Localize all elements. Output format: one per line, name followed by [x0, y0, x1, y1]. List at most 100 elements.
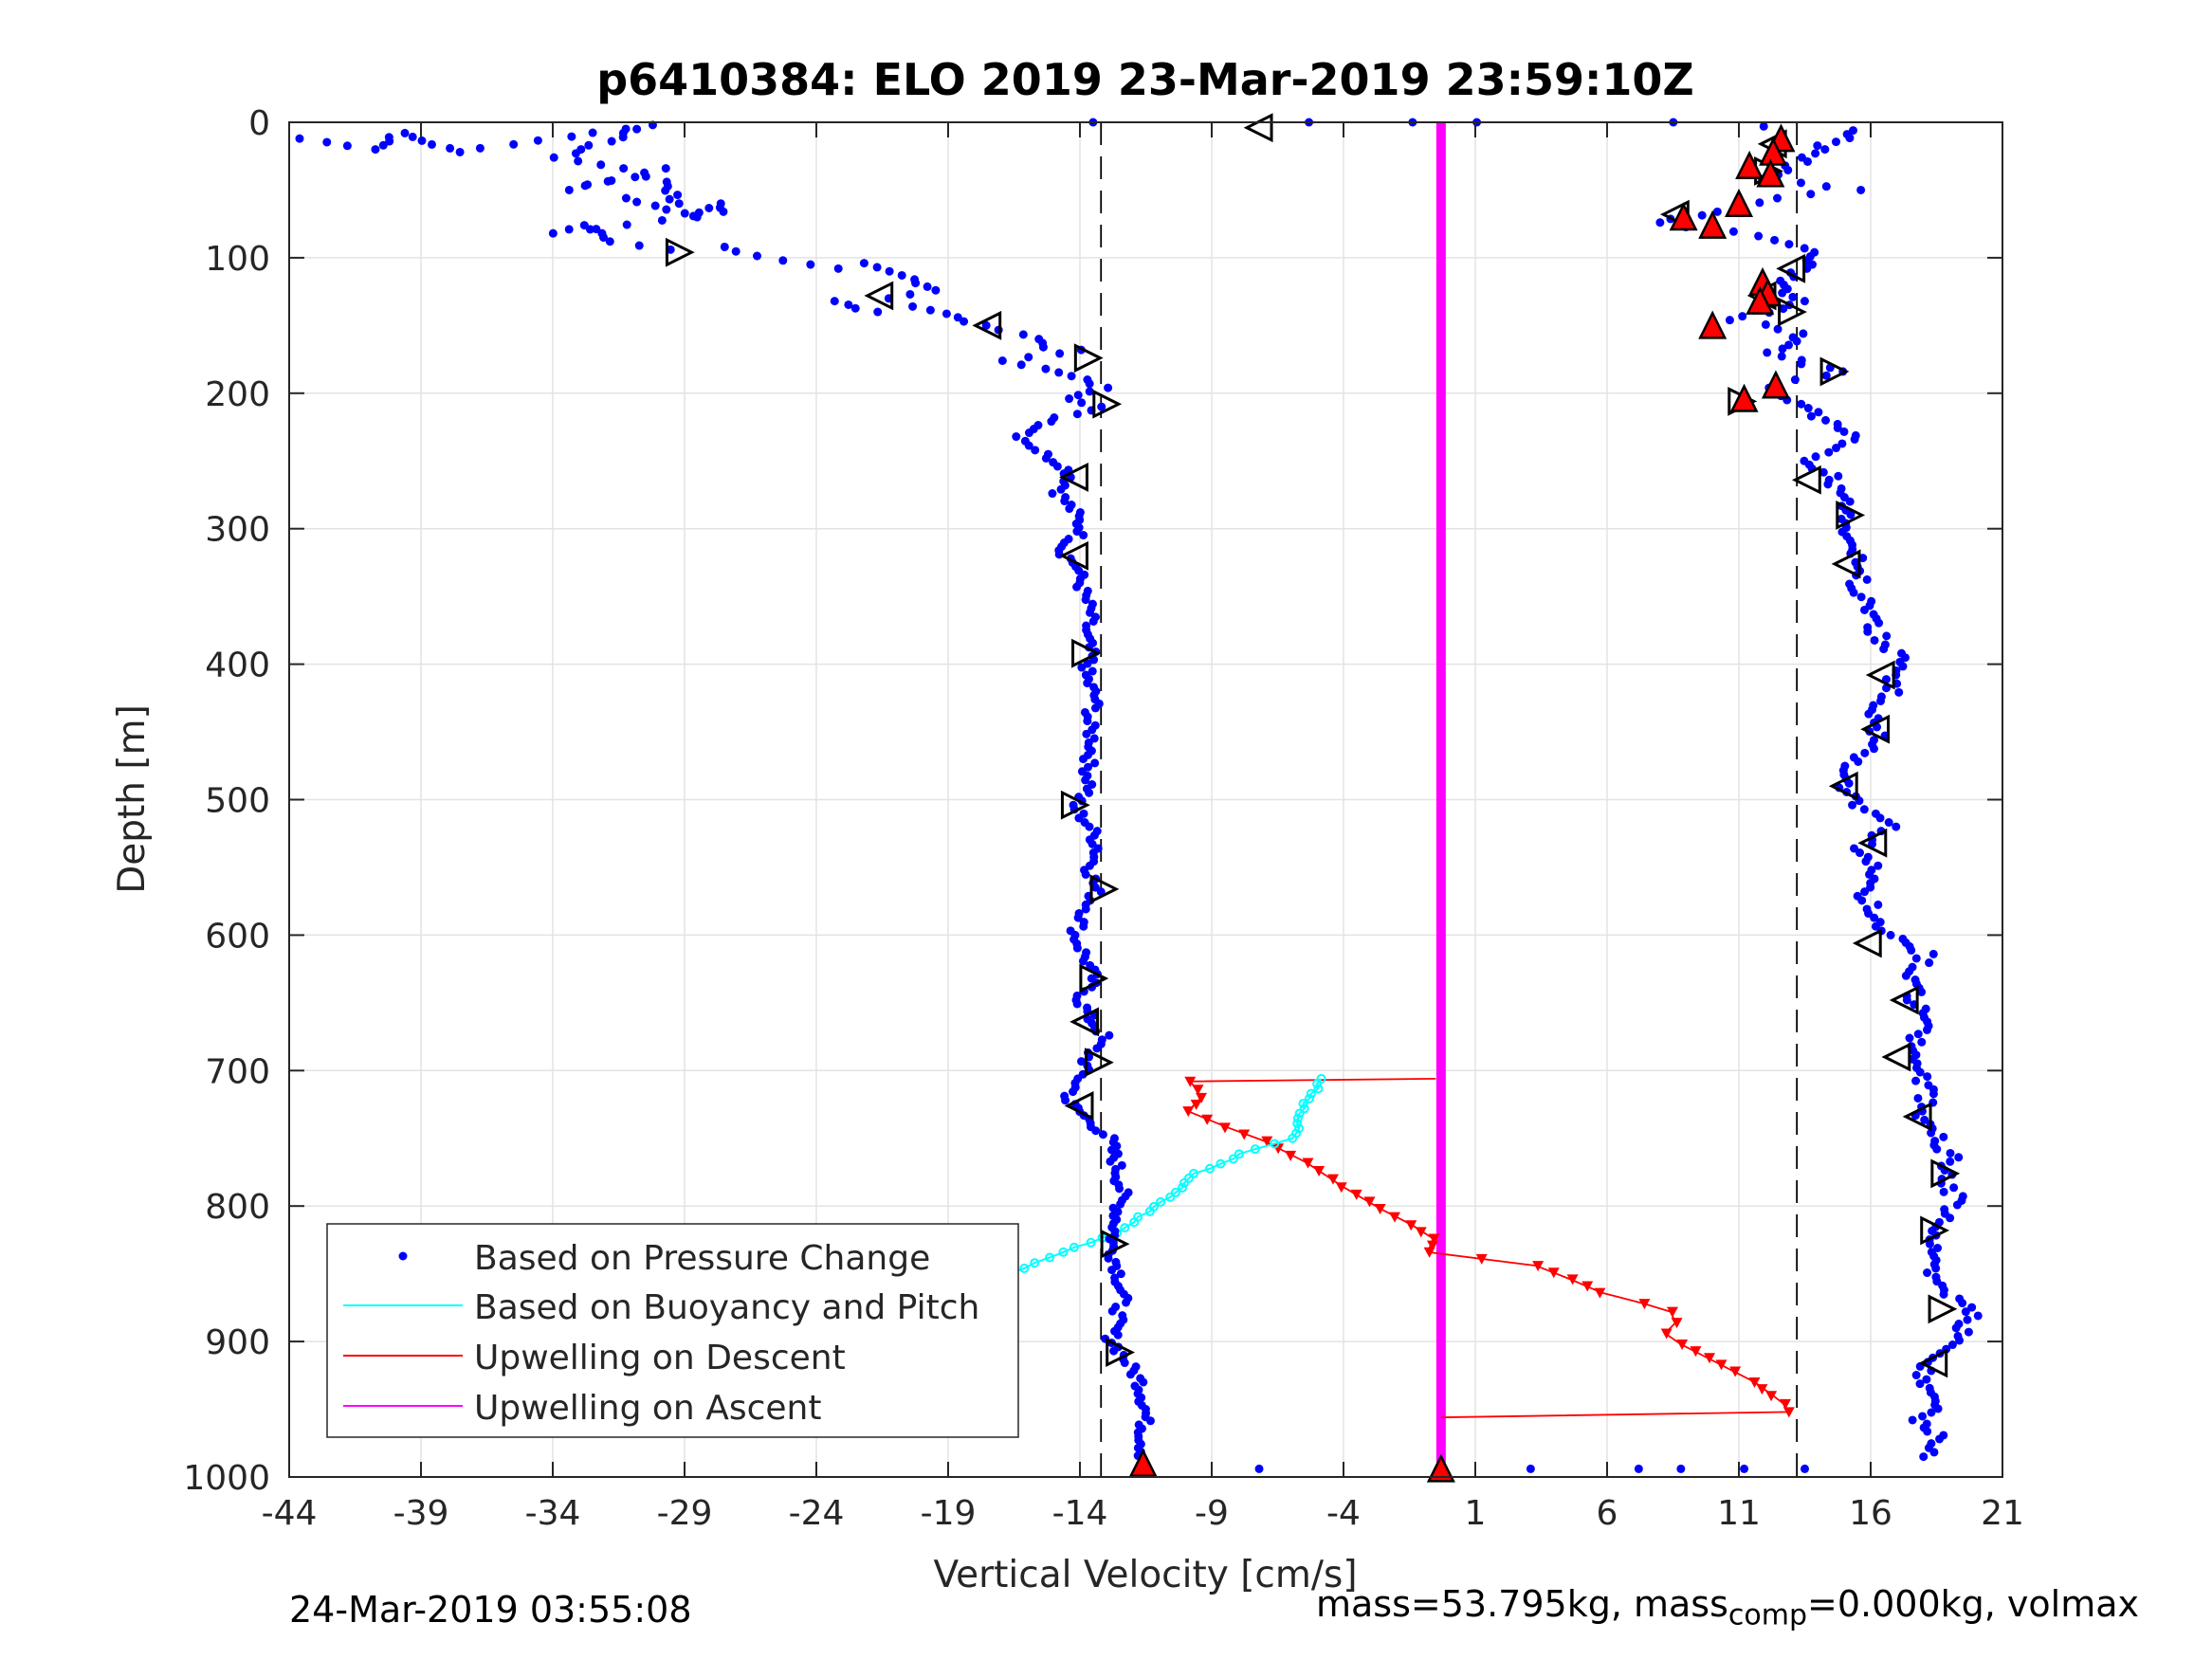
pressure-point	[1072, 527, 1082, 537]
red-triangle-marker	[1698, 210, 1728, 239]
x-axis-ticks: -44 -39 -34 -29 -24 -19 -14 -9 -4 1 6 11 16 21	[262, 122, 2024, 1533]
descent-point	[1428, 1233, 1440, 1245]
pressure-point	[1810, 247, 1819, 257]
descent-point	[1566, 1274, 1579, 1285]
pressure-point	[1060, 497, 1069, 506]
open-triangle-marker	[1902, 1102, 1932, 1132]
pressure-point	[1973, 1311, 1983, 1321]
red-triangle-marker	[1426, 1453, 1455, 1483]
pressure-point	[666, 245, 675, 254]
pressure-point	[1851, 430, 1860, 440]
descent-point	[1581, 1281, 1594, 1292]
pressure-point	[1919, 1452, 1929, 1462]
pressure-point	[1930, 1137, 1940, 1146]
pressure-point	[1871, 809, 1880, 818]
pressure-point	[549, 153, 558, 162]
pressure-point	[1085, 387, 1094, 396]
pressure-point	[1754, 231, 1764, 241]
pressure-point	[1967, 1303, 1977, 1312]
x-tick-label: 21	[1981, 1494, 2024, 1533]
pressure-point	[475, 143, 484, 153]
descent-point	[1594, 1287, 1606, 1299]
open-triangle-marker	[1819, 356, 1850, 387]
pressure-point	[1867, 866, 1876, 875]
pressure-point	[1931, 1272, 1941, 1282]
pressure-point	[1924, 1081, 1933, 1090]
x-tick-label: -4	[1326, 1494, 1361, 1533]
pressure-point	[662, 205, 671, 214]
pressure-point	[584, 140, 594, 150]
pressure-point	[1079, 921, 1088, 931]
footer-timestamp: 24-Mar-2019 03:55:08	[289, 1589, 692, 1631]
pressure-point	[859, 259, 868, 268]
pressure-point	[1955, 1294, 1965, 1304]
open-triangle-marker	[1059, 540, 1088, 571]
descent-point	[1182, 1106, 1195, 1118]
descent-point	[1261, 1136, 1273, 1147]
legend: Based on Pressure Change Based on Buoyan…	[326, 1223, 1019, 1438]
pressure-point	[908, 301, 918, 311]
descent-point	[1426, 1240, 1438, 1251]
pressure-point	[1917, 1037, 1927, 1047]
open-triangle-marker	[1073, 343, 1104, 374]
pressure-point	[911, 279, 921, 288]
pressure-point	[844, 300, 853, 309]
pressure-point	[574, 156, 583, 166]
pressure-point	[1077, 398, 1087, 408]
pressure-point	[1077, 663, 1087, 672]
descent-point	[1405, 1220, 1417, 1231]
pressure-point	[1069, 1087, 1078, 1097]
descent-point	[1671, 1318, 1683, 1329]
pressure-point	[1773, 193, 1782, 203]
buoyancy-point	[1177, 1182, 1187, 1193]
y-tick-label: 1000	[183, 1459, 270, 1498]
descent-point	[1729, 1366, 1742, 1377]
pressure-point	[1254, 1464, 1264, 1473]
pressure-point	[1090, 758, 1100, 768]
x-tick-label: -29	[657, 1494, 713, 1533]
descent-point	[1184, 1076, 1197, 1087]
pressure-point	[1048, 489, 1057, 499]
pressure-point	[997, 356, 1007, 366]
open-triangle-marker	[1852, 928, 1882, 958]
x-tick-label: -39	[393, 1494, 449, 1533]
descent-point	[1350, 1189, 1362, 1200]
pressure-point	[1910, 975, 1920, 985]
pressure-point	[1088, 666, 1097, 676]
footer-mass-text: mass=53.795kg, mass	[1316, 1583, 1728, 1625]
buoyancy-point	[1313, 1084, 1324, 1094]
pressure-point	[622, 220, 631, 229]
y-tick-label: 200	[205, 375, 270, 414]
pressure-point	[1526, 1464, 1535, 1473]
pressure-point	[1814, 408, 1823, 417]
pressure-point	[1065, 394, 1074, 404]
pressure-point	[1853, 891, 1862, 901]
pressure-point	[1041, 364, 1051, 374]
pressure-point	[1882, 631, 1892, 641]
red-triangle-marker	[1729, 383, 1759, 412]
pressure-point	[548, 228, 558, 238]
open-triangle-marker	[1069, 1007, 1100, 1037]
pressure-point	[833, 264, 843, 273]
pressure-point	[850, 303, 860, 313]
pressure-point	[1946, 1157, 1955, 1166]
open-triangle-marker	[1106, 1338, 1136, 1367]
pressure-point	[1831, 137, 1840, 147]
pressure-point	[1079, 531, 1088, 540]
pressure-point	[1939, 1187, 1948, 1196]
pressure-point	[1921, 1004, 1930, 1013]
open-triangle-marker	[1831, 549, 1861, 579]
pressure-point	[1911, 954, 1921, 963]
pressure-point	[1738, 312, 1747, 321]
descent-point	[1313, 1166, 1325, 1177]
pressure-point	[592, 225, 601, 234]
pressure-point	[1776, 276, 1785, 285]
descent-point	[1748, 1376, 1761, 1388]
pressure-point	[1098, 1130, 1107, 1139]
pressure-point	[1012, 432, 1021, 442]
pressure-point	[1759, 121, 1768, 131]
buoyancy-point	[1058, 1247, 1069, 1257]
buoyancy-point	[1120, 1223, 1130, 1233]
pressure-point	[1773, 324, 1782, 334]
pressure-point	[1078, 957, 1088, 966]
